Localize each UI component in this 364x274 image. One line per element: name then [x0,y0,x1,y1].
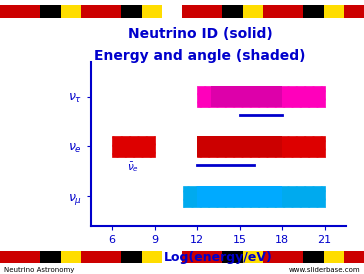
Bar [40,251,61,263]
Bar [81,5,101,18]
Bar [263,5,283,18]
Bar [162,251,182,263]
Text: Neutrino flavor: Neutrino flavor [25,102,35,186]
Bar [0,251,20,263]
Bar [303,251,324,263]
Bar [142,251,162,263]
Bar [197,86,325,107]
Bar [182,5,202,18]
Bar [197,136,325,157]
Bar [283,251,303,263]
Bar [40,5,61,18]
Bar [112,136,155,157]
Bar [197,186,282,207]
Bar [142,5,162,18]
Bar [20,251,40,263]
Bar [243,251,263,263]
Text: Energy and angle (shaded): Energy and angle (shaded) [94,49,306,63]
Bar [20,5,40,18]
Bar [183,186,325,207]
Bar [211,86,282,107]
Bar [101,5,121,18]
Bar [202,5,222,18]
Bar [222,251,243,263]
Bar [324,251,344,263]
Bar [263,251,283,263]
Bar [81,251,101,263]
Bar [101,251,121,263]
Bar [202,251,222,263]
Text: www.sliderbase.com: www.sliderbase.com [289,267,360,273]
Bar [61,251,81,263]
Bar [303,5,324,18]
Text: Neutrino ID (solid): Neutrino ID (solid) [128,27,273,41]
Bar [344,5,364,18]
Bar [61,5,81,18]
Bar [162,5,182,18]
Bar [121,5,142,18]
Bar [0,5,20,18]
Bar [182,251,202,263]
X-axis label: Log(energy/eV): Log(energy/eV) [164,251,273,264]
Text: $\bar{\nu}_e$: $\bar{\nu}_e$ [127,160,139,174]
Bar [324,5,344,18]
Text: Neutrino Astronomy: Neutrino Astronomy [4,267,74,273]
Bar [344,251,364,263]
Bar [197,136,282,157]
Bar [283,5,303,18]
Bar [222,5,243,18]
Bar [121,251,142,263]
Bar [243,5,263,18]
